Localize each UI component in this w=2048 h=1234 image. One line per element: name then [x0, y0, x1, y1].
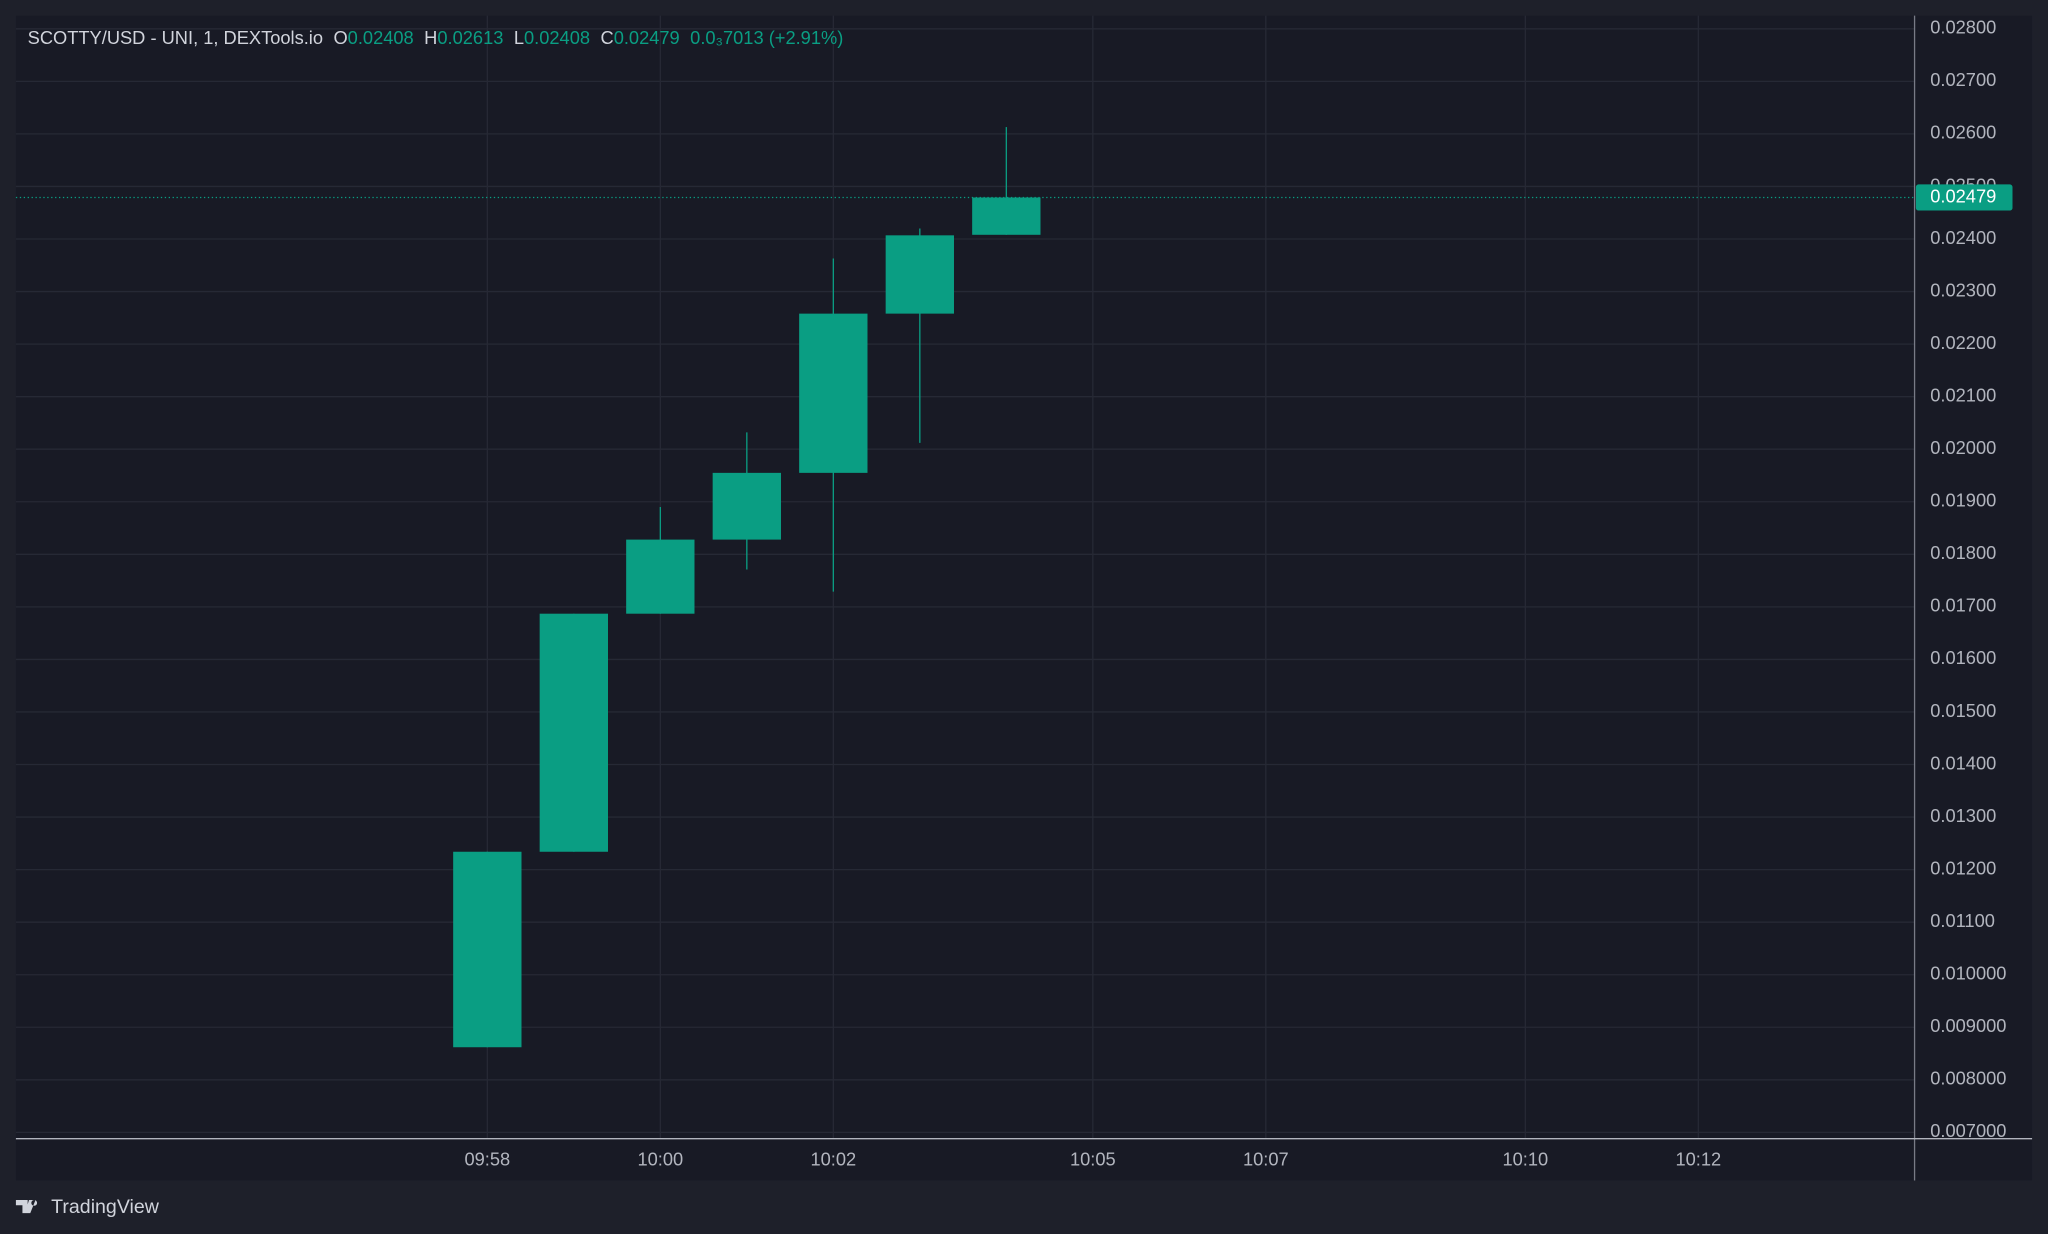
candle-body: [885, 235, 954, 314]
candle-body: [539, 613, 608, 852]
y-tick-label: 0.01300: [1930, 805, 1996, 826]
candle-body: [626, 539, 695, 614]
candle-body: [799, 313, 868, 473]
y-tick-label: 0.01200: [1930, 857, 1996, 878]
legend-text: 0.02613: [437, 27, 503, 48]
y-tick-label: 0.01800: [1930, 542, 1996, 563]
legend-text: 0.0₃7013 (+2.91%): [690, 27, 843, 48]
x-tick-label: 10:07: [1243, 1149, 1289, 1170]
x-tick-label: 09:58: [464, 1149, 510, 1170]
x-tick-label: 10:05: [1070, 1149, 1116, 1170]
legend-text: L: [514, 27, 524, 48]
legend-text: 0.02408: [524, 27, 590, 48]
y-tick-label: 0.02200: [1930, 332, 1996, 353]
axes: 0.007000 0.008000 0.009000 0.010000 0.01100 0…: [464, 17, 2013, 1170]
logo: TradingView: [15, 1196, 160, 1218]
last-price-tag: [1915, 184, 2013, 211]
candle-body: [453, 851, 522, 1048]
legend-text: O: [333, 27, 347, 48]
legend-text: SCOTTY/USD - UNI, 1, DEXTools.io: [28, 27, 323, 48]
legend-text: C: [600, 27, 613, 48]
legend-text: 0.02408: [348, 27, 414, 48]
y-tick-label: 0.010000: [1930, 963, 2006, 984]
plot-background: [15, 15, 2033, 1181]
y-tick-label: 0.02100: [1930, 384, 1996, 405]
y-tick-label: 0.02800: [1930, 17, 1996, 38]
x-tick-label: 10:10: [1502, 1149, 1548, 1170]
y-tick-label: 0.01500: [1930, 700, 1996, 721]
logo-icon: [15, 1200, 38, 1214]
legend-text: H: [424, 27, 437, 48]
y-tick-label: 0.01900: [1930, 490, 1996, 511]
legend-header: SCOTTY/USD - UNI, 1, DEXTools.io O0.02408…: [28, 27, 844, 48]
y-tick-label: 0.02000: [1930, 437, 1996, 458]
y-tick-label: 0.01600: [1930, 647, 1996, 668]
candle-body: [972, 197, 1041, 235]
y-tick-label: 0.007000: [1930, 1120, 2006, 1141]
candle-body: [712, 472, 781, 540]
y-tick-label: 0.009000: [1930, 1015, 2006, 1036]
y-tick-label: 0.01100: [1930, 910, 1995, 931]
brand: TradingView: [51, 1196, 160, 1218]
candles: [15, 127, 1915, 1048]
y-tick-label: 0.02700: [1930, 69, 1996, 90]
y-tick-label: 0.02600: [1930, 122, 1996, 143]
last-price-label: 0.02479: [1930, 185, 1996, 206]
y-tick-label: 0.02400: [1930, 227, 1996, 248]
grid: [15, 15, 1915, 1139]
legend-text: 0.02479: [614, 27, 680, 48]
y-tick-label: 0.008000: [1930, 1068, 2006, 1089]
x-tick-label: 10:12: [1675, 1149, 1721, 1170]
x-tick-label: 10:02: [810, 1149, 856, 1170]
y-tick-label: 0.02300: [1930, 279, 1996, 300]
y-tick-label: 0.01700: [1930, 595, 1996, 616]
y-tick-label: 0.01400: [1930, 752, 1996, 773]
x-tick-label: 10:00: [637, 1149, 683, 1170]
